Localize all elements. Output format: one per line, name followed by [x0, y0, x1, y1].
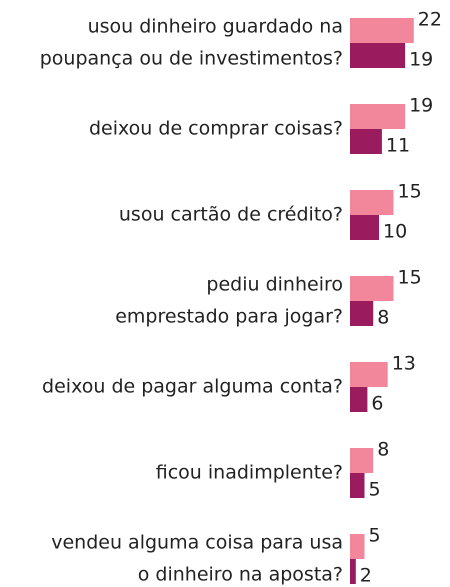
value-label: 6 — [371, 393, 383, 415]
category-label: vendeu alguma coisa para usa — [51, 532, 343, 554]
value-label: 5 — [369, 525, 381, 547]
category-label: pediu dinheiro — [206, 274, 343, 296]
bar — [350, 473, 365, 498]
bar — [350, 18, 414, 43]
category-label: poupança ou de investimentos? — [40, 48, 343, 70]
category-label: deixou de comprar coisas? — [89, 118, 343, 140]
category-label: o dinheiro na aposta? — [138, 564, 343, 586]
value-label: 11 — [386, 135, 410, 157]
bar — [350, 276, 394, 301]
value-label: 22 — [418, 9, 442, 31]
category-label: emprestado para jogar? — [115, 306, 343, 328]
bar — [350, 448, 374, 473]
bar — [350, 387, 368, 412]
bar — [350, 559, 356, 584]
bar — [350, 190, 394, 215]
value-label: 8 — [377, 307, 389, 329]
value-label: 10 — [383, 221, 407, 243]
value-label: 5 — [369, 479, 381, 501]
category-label: deixou de pagar alguma conta? — [42, 376, 343, 398]
value-label: 15 — [398, 267, 422, 289]
bar — [350, 104, 406, 129]
value-label: 19 — [409, 95, 433, 117]
bar — [350, 362, 388, 387]
value-label: 13 — [392, 353, 416, 375]
category-label: usou cartão de crédito? — [119, 204, 343, 226]
bar — [350, 129, 382, 154]
bar — [350, 534, 365, 559]
bar — [350, 215, 379, 240]
category-label: ficou inadimplente? — [156, 462, 343, 484]
bar — [350, 301, 374, 326]
category-label: usou dinheiro guardado na — [88, 16, 343, 38]
value-label: 15 — [398, 181, 422, 203]
value-label: 2 — [360, 565, 372, 587]
bar — [350, 43, 406, 68]
value-label: 8 — [377, 439, 389, 461]
value-label: 19 — [409, 49, 433, 71]
